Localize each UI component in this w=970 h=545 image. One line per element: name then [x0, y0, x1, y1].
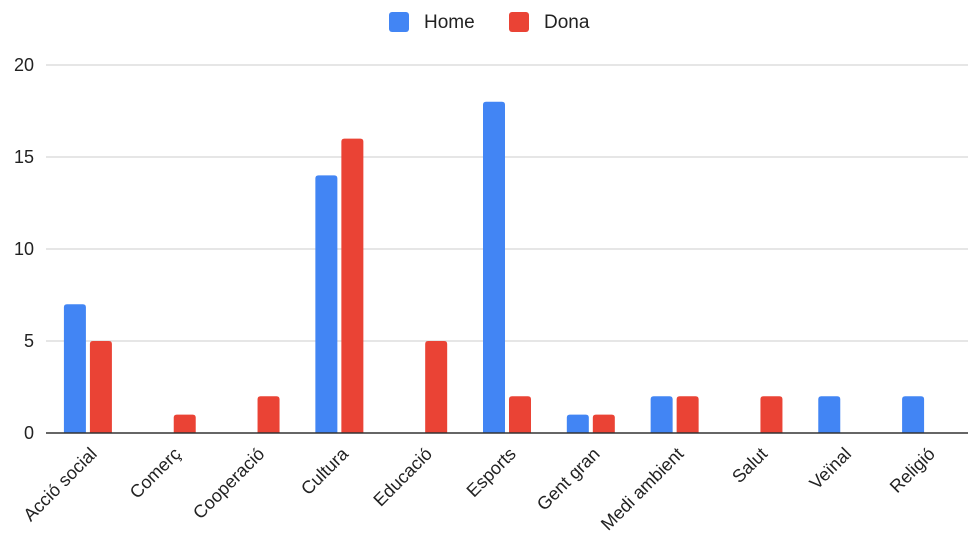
x-category-label: Gent gran: [533, 444, 604, 515]
y-tick-label: 0: [24, 423, 34, 443]
legend-swatch-home: [389, 12, 409, 32]
x-axis-labels: Acció social Comerç Cooperació Cultura Educa…: [19, 443, 939, 534]
y-axis-ticks: 0 5 10 15 20: [14, 55, 34, 443]
x-category-label: Comerç: [126, 444, 185, 503]
x-category-label: Educació: [369, 444, 436, 511]
bar-dona-2: [257, 396, 280, 433]
x-category-label: Esports: [463, 444, 520, 501]
bar-dona-0: [89, 341, 112, 433]
y-tick-label: 5: [24, 331, 34, 351]
x-category-label: Medi ambient: [597, 444, 688, 535]
x-category-label: Religió: [886, 444, 939, 497]
bar-dona-3: [341, 138, 364, 433]
x-category-label: Cultura: [297, 443, 353, 499]
bar-home-10: [902, 396, 925, 433]
y-tick-label: 15: [14, 147, 34, 167]
x-category-label: Veïnal: [806, 444, 856, 494]
gridlines: [46, 64, 968, 342]
bar-dona-8: [760, 396, 783, 433]
bar-dona-4: [425, 341, 448, 433]
bar-dona-5: [509, 396, 531, 433]
legend-swatch-dona: [509, 12, 529, 32]
bars: [63, 101, 925, 434]
bar-home-5: [483, 101, 505, 434]
bar-dona-1: [173, 414, 196, 433]
bar-home-6: [566, 414, 589, 433]
legend: Home Dona: [389, 12, 590, 33]
bar-home-3: [315, 175, 338, 433]
y-tick-label: 10: [14, 239, 34, 259]
bar-home-0: [63, 304, 86, 433]
x-category-label: Salut: [728, 444, 771, 487]
legend-label-home: Home: [424, 12, 475, 33]
x-category-label: Cooperació: [189, 444, 268, 523]
legend-label-dona: Dona: [544, 12, 590, 33]
bar-home-7: [650, 396, 673, 433]
x-category-label: Acció social: [19, 444, 100, 525]
y-tick-label: 20: [14, 55, 34, 75]
bar-dona-6: [592, 414, 615, 433]
bar-home-9: [818, 396, 841, 433]
bar-dona-7: [676, 396, 699, 433]
